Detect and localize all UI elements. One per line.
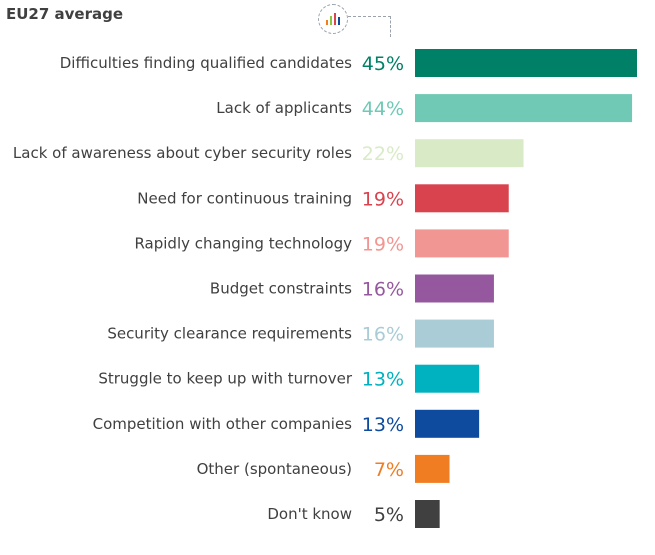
value-label: 19%	[362, 233, 404, 255]
bar	[415, 139, 524, 168]
value-label: 7%	[374, 459, 404, 481]
icon-connector-line	[348, 16, 391, 37]
value-label: 45%	[362, 53, 404, 75]
value-label: 5%	[374, 504, 404, 526]
category-label: Security clearance requirements	[107, 325, 352, 343]
bar-chart-icon[interactable]	[318, 4, 348, 34]
bar	[415, 184, 509, 213]
bar-chart-glyph	[326, 13, 340, 25]
bar	[415, 364, 480, 393]
value-label: 16%	[362, 324, 404, 346]
bar	[415, 229, 509, 258]
value-label: 44%	[362, 98, 404, 120]
value-label: 13%	[362, 369, 404, 391]
category-label: Don't know	[267, 505, 352, 523]
chart-title: EU27 average	[6, 5, 124, 23]
value-label: 22%	[362, 143, 404, 165]
value-label: 13%	[362, 414, 404, 436]
category-label: Difficulties finding qualified candidate…	[60, 54, 352, 72]
bar	[415, 94, 633, 123]
bar	[415, 454, 450, 483]
value-label: 19%	[362, 188, 404, 210]
category-label: Competition with other companies	[93, 415, 353, 433]
bar	[415, 409, 480, 438]
value-label: 16%	[362, 279, 404, 301]
bar	[415, 49, 637, 77]
bar	[415, 319, 494, 348]
category-label: Need for continuous training	[137, 189, 352, 207]
category-label: Lack of applicants	[216, 99, 352, 117]
category-label: Rapidly changing technology	[134, 234, 352, 252]
category-label: Lack of awareness about cyber security r…	[13, 144, 352, 162]
category-label: Struggle to keep up with turnover	[98, 370, 352, 388]
category-label: Other (spontaneous)	[197, 460, 352, 478]
category-label: Budget constraints	[210, 280, 352, 298]
bar	[415, 500, 440, 528]
bar	[415, 274, 494, 303]
